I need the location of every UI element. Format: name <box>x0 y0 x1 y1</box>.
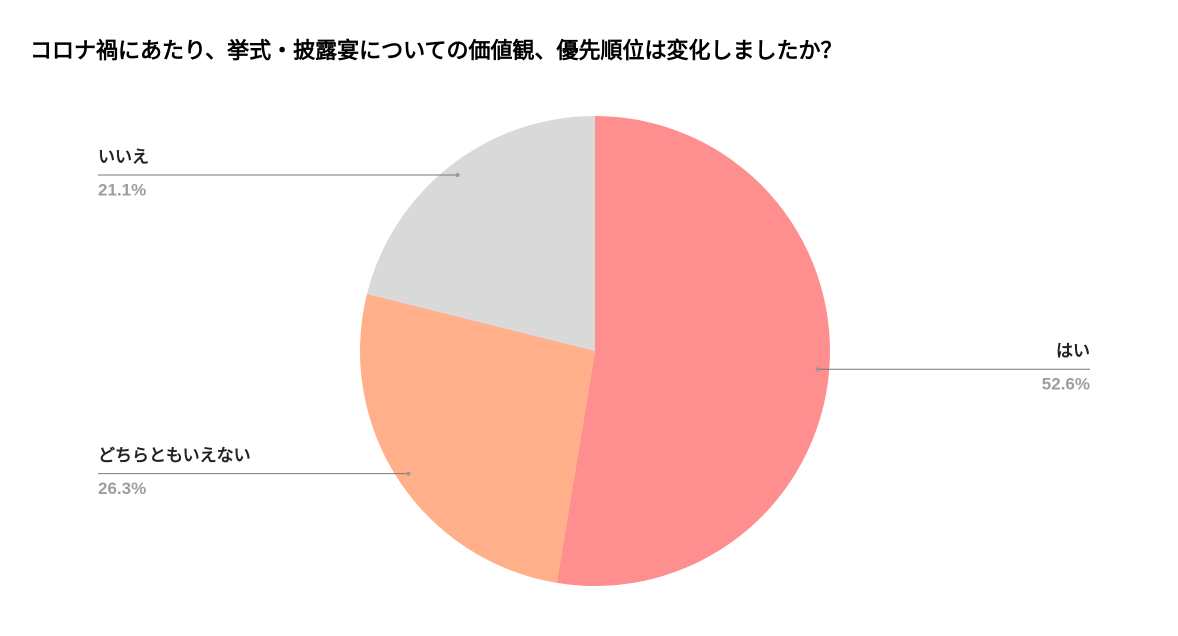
pie-slice <box>367 116 595 351</box>
slice-value: 26.3% <box>98 479 146 498</box>
slice-label: はい <box>1056 342 1090 361</box>
leader-dot <box>406 471 411 476</box>
chart-title: コロナ禍にあたり、挙式・披露宴についての価値観、優先順位は変化しましたか？ <box>30 38 842 63</box>
pie-slice <box>556 116 830 587</box>
slice-value: 52.6% <box>1042 375 1090 394</box>
leader-dot <box>815 367 820 372</box>
slice-value: 21.1% <box>98 181 146 200</box>
pie-slice <box>360 293 595 583</box>
slice-label: どちらともいえない <box>98 446 251 465</box>
slice-label: いいえ <box>98 148 149 167</box>
leader-dot <box>455 173 460 178</box>
